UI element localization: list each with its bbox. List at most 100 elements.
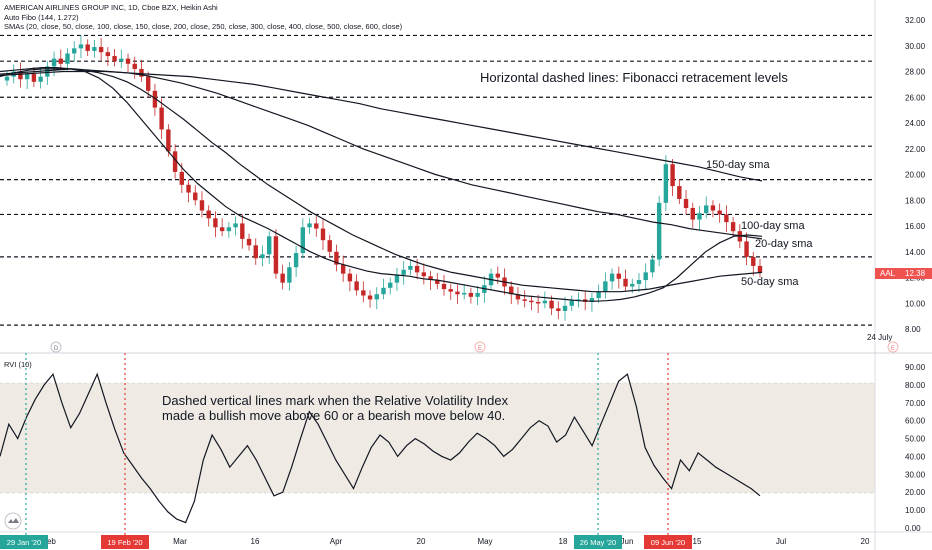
candle-body bbox=[38, 76, 43, 82]
price-tick-6: 20.00 bbox=[905, 171, 926, 180]
candle-body bbox=[65, 53, 70, 64]
sma150-label: 150-day sma bbox=[706, 159, 770, 171]
candle-body bbox=[334, 251, 339, 265]
candle-body bbox=[428, 276, 433, 281]
date-badge-4: 09 Jun '20 bbox=[651, 538, 685, 547]
price-label-symbol: AAL bbox=[880, 269, 896, 278]
sma150-line bbox=[0, 70, 763, 182]
x-tick-20: 20 bbox=[417, 537, 426, 546]
candle-body bbox=[381, 287, 386, 295]
candle-body bbox=[58, 58, 63, 64]
date-note: 24 July bbox=[867, 333, 892, 342]
date-badge-1-bg bbox=[0, 535, 48, 549]
sma-indicator-line: SMAs (20, close, 50, close, 100, close, … bbox=[4, 22, 403, 31]
x-tick-jul: Jul bbox=[776, 537, 786, 546]
candle-body bbox=[240, 223, 245, 239]
candle-body bbox=[361, 290, 366, 296]
candle-body bbox=[724, 214, 729, 223]
price-tick-5: 18.00 bbox=[905, 196, 926, 205]
logo-icon bbox=[4, 512, 22, 530]
rvi-note-line-1: Dashed vertical lines mark when the Rela… bbox=[162, 393, 509, 408]
date-badge-4-bg bbox=[644, 535, 692, 549]
candle-body bbox=[421, 272, 427, 277]
price-tick-10: 28.00 bbox=[905, 68, 926, 77]
date-badge-2-bg bbox=[101, 535, 149, 549]
candle-body bbox=[206, 210, 211, 219]
price-tick-1: 10.00 bbox=[905, 299, 926, 308]
candle-body bbox=[85, 44, 90, 51]
x-tick-feb: Feb bbox=[42, 537, 56, 546]
sma50-label: 50-day sma bbox=[741, 276, 799, 288]
sma20-label: 20-day sma bbox=[755, 238, 813, 250]
candle-body bbox=[401, 269, 406, 275]
candle-body bbox=[751, 256, 756, 266]
candle-body bbox=[307, 223, 312, 228]
candle-body bbox=[31, 74, 37, 82]
candle-body bbox=[132, 63, 137, 69]
rvi-tick-9: 90.00 bbox=[905, 363, 926, 372]
candle-body bbox=[495, 273, 500, 278]
candle-body bbox=[670, 164, 675, 187]
date-badge-2: 19 Feb '20 bbox=[107, 538, 142, 547]
candle-body bbox=[435, 280, 440, 284]
rvi-tick-4: 40.00 bbox=[905, 452, 926, 461]
candle-body bbox=[616, 273, 622, 279]
price-tick-11: 30.00 bbox=[905, 42, 926, 51]
candle-body bbox=[717, 210, 722, 215]
candle-body bbox=[186, 184, 191, 193]
candle-body bbox=[78, 44, 84, 49]
earnings-marker-2-label: E bbox=[891, 346, 895, 352]
price-axis-ticks: 8.0010.0012.0014.0016.0018.0020.0022.002… bbox=[905, 16, 926, 334]
candle-body bbox=[267, 236, 272, 255]
candle-body bbox=[24, 74, 30, 80]
candle-body bbox=[367, 295, 373, 300]
candle-body bbox=[542, 300, 548, 304]
x-tick-16: 16 bbox=[251, 537, 260, 546]
earnings-marker-1-label: E bbox=[478, 346, 482, 352]
candle-body bbox=[623, 278, 628, 287]
price-pane bbox=[0, 34, 875, 326]
candle-body bbox=[529, 300, 534, 303]
price-tick-12: 32.00 bbox=[905, 16, 926, 25]
candle-body bbox=[697, 213, 702, 220]
candle-body bbox=[757, 265, 763, 273]
candle-body bbox=[159, 107, 164, 130]
x-tick-mar: Mar bbox=[173, 537, 187, 546]
candle-body bbox=[408, 265, 413, 270]
candle-body bbox=[354, 281, 359, 291]
candle-body bbox=[603, 281, 608, 292]
candle-body bbox=[636, 280, 642, 284]
date-badges: 29 Jan '20 19 Feb '20 26 May '20 09 Jun … bbox=[0, 535, 692, 549]
x-tick-may: May bbox=[477, 537, 492, 546]
rvi-tick-7: 70.00 bbox=[905, 399, 926, 408]
candle-body bbox=[509, 286, 514, 295]
candle-body bbox=[213, 218, 218, 228]
rvi-tick-6: 60.00 bbox=[905, 417, 926, 426]
candle-body bbox=[145, 76, 151, 91]
earnings-marker-1[interactable] bbox=[474, 341, 486, 353]
candle-body bbox=[18, 71, 23, 80]
candle-body bbox=[119, 58, 124, 62]
dividend-marker[interactable] bbox=[50, 341, 62, 353]
candle-body bbox=[105, 52, 111, 57]
price-label: AAL 12.38 bbox=[875, 268, 932, 279]
sma100-label: 100-day sma bbox=[741, 220, 805, 232]
rvi-note-line-2: made a bullish move above 60 or a bearis… bbox=[162, 408, 505, 423]
candle-body bbox=[72, 48, 77, 54]
candle-body bbox=[219, 227, 225, 232]
candle-body bbox=[314, 223, 319, 229]
candle-body bbox=[139, 68, 144, 77]
earnings-marker-2[interactable] bbox=[887, 341, 899, 353]
candle-body bbox=[172, 151, 178, 172]
candle-body bbox=[414, 265, 420, 273]
candle-body bbox=[125, 58, 131, 64]
time-axis: Feb Mar 16 Apr 20 May 18 Jun 15 Jul 20 bbox=[42, 537, 870, 546]
candle-body bbox=[320, 228, 326, 241]
rvi-tick-2: 20.00 bbox=[905, 488, 926, 497]
candle-body bbox=[730, 222, 736, 232]
logo-badge-icon bbox=[4, 512, 22, 530]
candle-body bbox=[663, 164, 669, 203]
candle-body bbox=[293, 253, 299, 268]
event-markers: D E E bbox=[50, 341, 899, 353]
